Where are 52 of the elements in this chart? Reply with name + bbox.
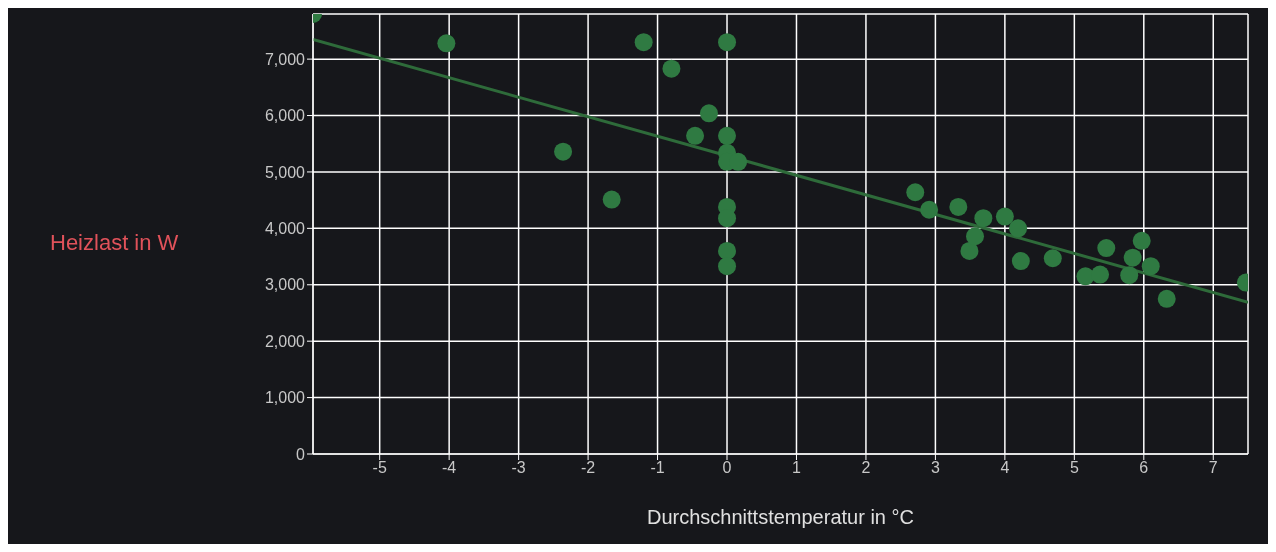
x-tick-label: 1 xyxy=(792,459,802,477)
x-tick-label: 2 xyxy=(861,459,871,477)
point xyxy=(906,183,925,202)
x-tick-label: -3 xyxy=(511,459,526,477)
point xyxy=(1141,257,1160,276)
point xyxy=(662,59,681,78)
x-tick-label: 7 xyxy=(1208,459,1218,477)
point xyxy=(1011,252,1030,271)
point xyxy=(718,257,737,276)
y-tick-label: 1,000 xyxy=(264,389,306,407)
point xyxy=(1043,249,1062,268)
point xyxy=(437,34,456,53)
point xyxy=(718,241,737,260)
point xyxy=(1132,231,1151,250)
point xyxy=(602,190,621,209)
point xyxy=(1157,289,1176,308)
x-tick-label: 3 xyxy=(930,459,940,477)
y-tick-label: 0 xyxy=(296,445,306,463)
point xyxy=(974,209,993,228)
x-tick-label: -4 xyxy=(442,459,457,477)
x-tick-label: -5 xyxy=(372,459,387,477)
point xyxy=(966,227,984,246)
point xyxy=(1076,267,1095,286)
x-tick-label: 0 xyxy=(722,459,732,477)
x-tick-label: -1 xyxy=(650,459,665,477)
point xyxy=(718,126,737,145)
y-tick-label: 7,000 xyxy=(264,50,306,68)
x-axis-title: Durchschnittstemperatur in °C xyxy=(647,506,914,528)
y-tick-label: 6,000 xyxy=(264,107,306,125)
y-tick-label: 5,000 xyxy=(264,163,306,181)
y-axis-title: Heizlast in W xyxy=(50,230,179,256)
point xyxy=(634,33,653,52)
point xyxy=(699,104,718,123)
x-tick-label: -2 xyxy=(580,459,596,477)
point xyxy=(1097,239,1116,258)
x-tick-label: 5 xyxy=(1069,459,1079,477)
x-tick-label: 4 xyxy=(1000,459,1010,477)
point xyxy=(1123,248,1142,267)
point xyxy=(1120,266,1139,285)
point xyxy=(920,200,939,219)
point xyxy=(554,142,573,161)
x-tick-label: 6 xyxy=(1139,459,1149,477)
y-tick-label: 3,000 xyxy=(264,276,306,294)
point xyxy=(718,33,737,52)
point xyxy=(686,126,705,145)
point xyxy=(995,207,1014,226)
point xyxy=(949,197,968,216)
y-tick-label: 2,000 xyxy=(264,332,306,350)
point xyxy=(1091,265,1110,284)
point xyxy=(1009,219,1028,238)
point xyxy=(960,241,979,260)
y-tick-label: 4,000 xyxy=(264,220,306,238)
